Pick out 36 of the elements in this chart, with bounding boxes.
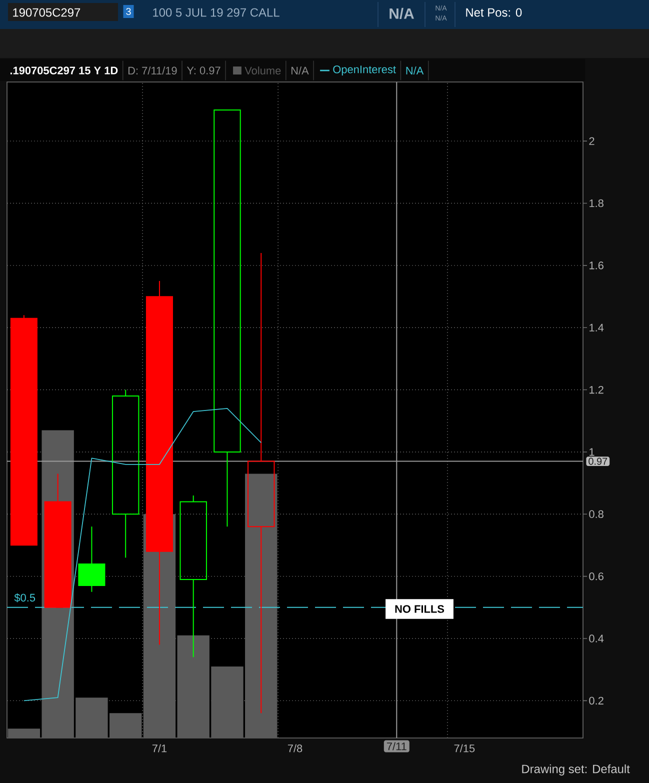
text: N/A: [406, 66, 424, 75]
y-tick-label: 2: [589, 137, 594, 145]
y-tick-label: 0.8: [589, 510, 604, 518]
candlestick: [10, 314, 38, 546]
x-tick-label: 7/8: [288, 744, 302, 752]
candlestick: [146, 280, 173, 646]
text: N/A: [390, 8, 414, 20]
candlestick: [248, 252, 275, 714]
y-tick-label: 1.6: [590, 262, 604, 270]
ref-line-label: $0.5: [14, 593, 36, 602]
text: D: 7/11/19: [128, 66, 177, 75]
chart-title: .190705C297 15 Y 1D: [10, 66, 118, 74]
text: Drawing set: Default: [522, 764, 630, 776]
text: N/A: [291, 66, 309, 75]
y-tick-label: 0.4: [589, 634, 604, 642]
ref-line-label: 0.97: [588, 458, 608, 465]
y-tick-label: 1.2: [590, 386, 604, 394]
legend-label: Volume: [244, 66, 281, 75]
legend-label: OpenInterest: [333, 66, 396, 76]
text: Net Pos: 0: [466, 8, 522, 17]
x-tick-label: 7/11: [386, 742, 406, 750]
text: 190705C297: [13, 8, 80, 17]
candlestick: [44, 473, 72, 608]
x-tick-label: 7/15: [454, 744, 475, 752]
y-tick-label: 0.2: [589, 696, 604, 705]
chart-subtitle: 100 5 JUL 19 297 CALL: [153, 8, 280, 17]
y-tick-label: 1.4: [590, 324, 604, 332]
candlestick: [214, 109, 241, 528]
y-tick-label: 0.6: [589, 572, 604, 580]
candlestick: [78, 526, 106, 592]
annotation: NO FILLS: [395, 605, 444, 613]
x-tick-label: 7/1: [152, 744, 167, 752]
y-tick-label: 1: [590, 448, 594, 456]
text: Y: 0.97: [186, 66, 220, 74]
y-tick-label: 1.8: [590, 199, 604, 208]
text: 3: [126, 8, 131, 16]
